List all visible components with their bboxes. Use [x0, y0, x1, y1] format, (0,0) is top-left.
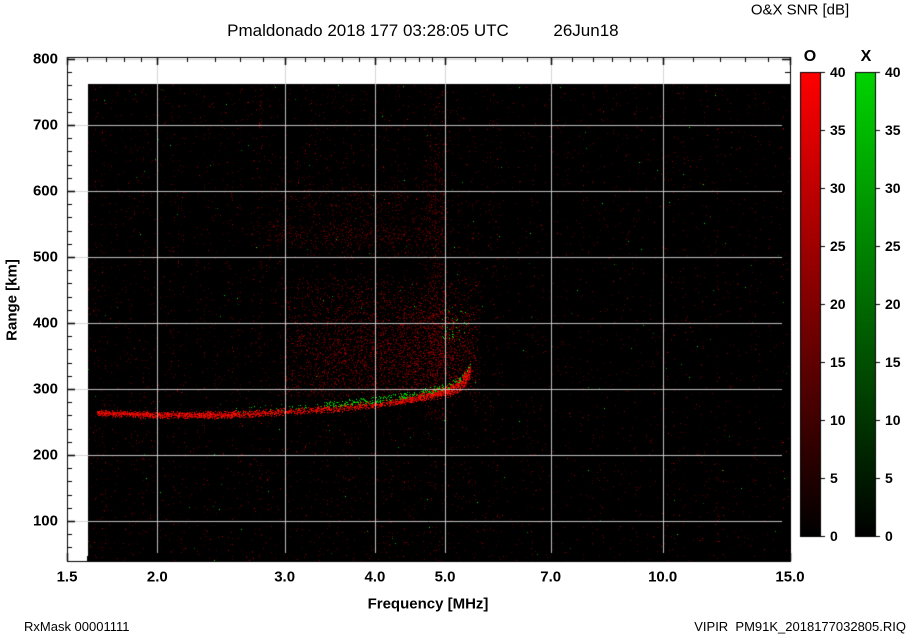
- o-colorbar-tick-label: 25: [830, 238, 846, 254]
- y-tick-label: 500: [32, 248, 58, 266]
- x-mode-label: X: [860, 48, 872, 65]
- o-mode-label: O: [803, 48, 817, 65]
- x-tick-label: 5.0: [434, 568, 456, 586]
- y-axis-label: Range [km]: [3, 259, 21, 341]
- y-tick-label: 400: [32, 314, 58, 332]
- x-tick-label: 4.0: [364, 568, 386, 586]
- y-tick-label: 100: [32, 512, 58, 530]
- o-colorbar-tick-label: 20: [830, 296, 846, 312]
- x-tick-label: 2.0: [146, 568, 168, 586]
- plot-title: Pmaldonado 2018 177 03:28:05 UTC: [227, 21, 509, 40]
- x-tick-label: 15.0: [775, 568, 805, 586]
- y-tick-label: 700: [32, 116, 58, 134]
- x-colorbar-tick-label: 10: [885, 412, 901, 428]
- y-tick-label: 800: [32, 50, 58, 68]
- x-colorbar-tick-label: 15: [885, 354, 901, 370]
- x-colorbar-tick-label: 5: [885, 470, 893, 486]
- o-colorbar-tick-label: 40: [830, 64, 846, 80]
- o-colorbar-tick-label: 10: [830, 412, 846, 428]
- x-colorbar-tick-label: 30: [885, 180, 901, 196]
- x-colorbar-tick-label: 40: [885, 64, 901, 80]
- y-tick-label: 300: [32, 380, 58, 398]
- o-colorbar-tick-label: 15: [830, 354, 846, 370]
- o-colorbar-tick-label: 30: [830, 180, 846, 196]
- x-tick-label: 3.0: [274, 568, 296, 586]
- x-colorbar-tick-label: 20: [885, 296, 901, 312]
- o-colorbar-tick-label: 5: [830, 470, 838, 486]
- y-tick-label: 600: [32, 182, 58, 200]
- filename-label: VIPIR PM91K_2018177032805.RIQ: [694, 619, 906, 634]
- x-axis-label: Frequency [MHz]: [367, 595, 489, 613]
- x-colorbar-tick-label: 0: [885, 528, 893, 544]
- x-tick-label: 10.0: [648, 568, 678, 586]
- o-colorbar-tick-label: 35: [830, 122, 846, 138]
- plot-date: 26Jun18: [553, 21, 619, 40]
- rxmask-label: RxMask 00001111: [24, 619, 130, 634]
- y-tick-label: 200: [32, 446, 58, 464]
- x-tick-label: 7.0: [540, 568, 562, 586]
- x-tick-label: 1.5: [56, 568, 78, 586]
- x-colorbar-tick-label: 25: [885, 238, 901, 254]
- colorbar-title: O&X SNR [dB]: [750, 1, 850, 19]
- x-colorbar-tick-label: 35: [885, 122, 901, 138]
- o-colorbar-tick-label: 0: [830, 528, 838, 544]
